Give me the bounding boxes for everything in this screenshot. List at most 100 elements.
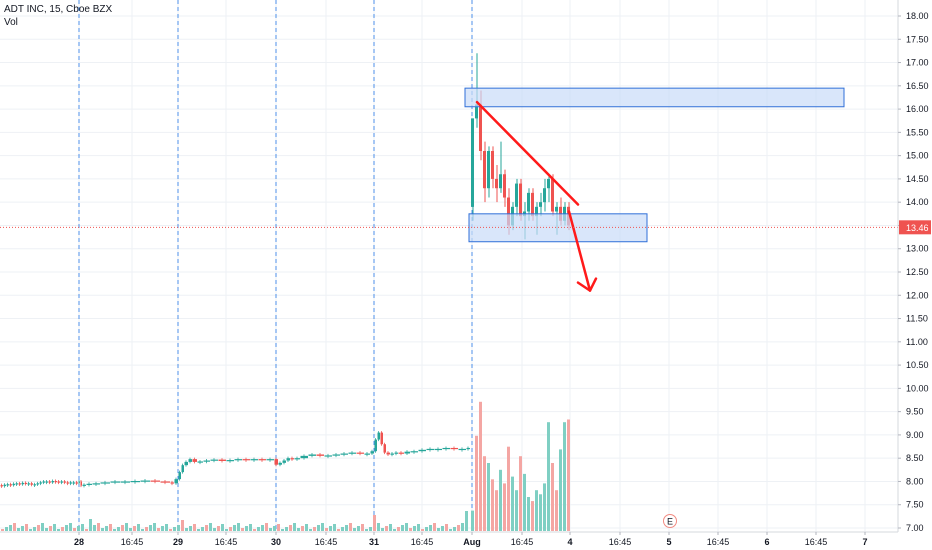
volume-bar xyxy=(225,529,228,531)
time-tick-label: Aug xyxy=(463,537,481,547)
volume-bar xyxy=(137,524,140,531)
candle-body xyxy=(27,483,30,485)
candle-body xyxy=(42,481,45,483)
time-tick-label: 5 xyxy=(666,537,671,547)
candle-body xyxy=(51,480,54,483)
candle-body xyxy=(197,461,203,463)
volume-bar xyxy=(157,528,160,531)
candle-body xyxy=(66,482,69,484)
candle-body xyxy=(160,481,170,483)
volume-bar xyxy=(289,525,292,531)
price-tick-label: 8.00 xyxy=(906,476,924,486)
volume-bar xyxy=(499,469,502,531)
volume-bar xyxy=(385,526,388,531)
volume-bar xyxy=(475,435,478,531)
volume-indicator-label[interactable]: Vol xyxy=(4,17,18,28)
volume-bar xyxy=(297,528,300,531)
earnings-icon-label: E xyxy=(667,517,673,527)
volume-bar xyxy=(61,527,64,531)
volume-bar xyxy=(65,525,68,531)
volume-bar xyxy=(149,525,152,531)
volume-bar xyxy=(555,490,558,531)
symbol-title[interactable]: ADT INC, 15, Cboe BZX xyxy=(4,4,113,15)
price-tick-label: 10.00 xyxy=(906,383,929,393)
volume-bar xyxy=(437,528,440,531)
candle-body xyxy=(210,459,218,461)
volume-bar xyxy=(511,476,514,531)
volume-bar xyxy=(325,528,328,531)
volume-bar xyxy=(313,527,316,531)
volume-bar xyxy=(453,527,456,531)
volume-bar xyxy=(269,528,272,531)
candle-body xyxy=(286,458,290,461)
price-tick-label: 14.00 xyxy=(906,197,929,207)
candle-body xyxy=(383,444,386,453)
candle-body xyxy=(324,455,332,457)
candle-body xyxy=(24,482,27,485)
earnings-icon[interactable] xyxy=(663,514,677,528)
candle-body xyxy=(63,481,66,483)
drawing-annotations[interactable]: E xyxy=(464,87,845,528)
price-candles xyxy=(0,53,570,488)
volume-bar xyxy=(461,523,464,531)
time-tick-label: 16:45 xyxy=(707,537,730,547)
last-price-badge[interactable] xyxy=(899,220,931,235)
volume-bar xyxy=(117,527,120,531)
volume-bar xyxy=(233,525,236,531)
candle-body xyxy=(100,482,110,484)
time-tick-label: 29 xyxy=(173,537,183,547)
time-tick-label: 16:45 xyxy=(511,537,534,547)
candle-body xyxy=(192,459,197,462)
volume-bar xyxy=(57,529,60,531)
candle-body xyxy=(503,174,506,198)
volume-bar xyxy=(519,456,522,531)
candle-body xyxy=(266,459,274,461)
time-tick-label: 16:45 xyxy=(315,537,338,547)
candle-body xyxy=(527,192,530,212)
volume-bar xyxy=(253,529,256,531)
volume-bar xyxy=(543,483,546,531)
volume-bar xyxy=(73,528,76,531)
volume-bar xyxy=(495,490,498,531)
candle-body xyxy=(507,197,510,226)
volume-bar xyxy=(125,523,128,531)
volume-bar xyxy=(249,524,252,531)
candle-body xyxy=(30,483,33,485)
candle-body xyxy=(394,452,398,454)
volume-bar xyxy=(237,523,240,531)
volume-bar xyxy=(401,525,404,531)
candle-body xyxy=(450,447,458,450)
volume-bar xyxy=(349,523,352,531)
candle-body xyxy=(348,452,356,454)
candle-body xyxy=(181,465,184,473)
volume-bar xyxy=(69,523,72,531)
candle-body xyxy=(316,454,324,456)
volume-bar xyxy=(101,528,104,531)
time-axis[interactable]: 28 16:45 29 16:45 30 16:45 31 16:45 Aug 16:45 4 16:… xyxy=(0,531,932,550)
breakdown-arrow[interactable] xyxy=(567,210,592,292)
volume-bar xyxy=(321,523,324,531)
volume-bar xyxy=(41,523,44,531)
volume-bar xyxy=(273,526,276,531)
descending-trendline[interactable] xyxy=(475,100,580,206)
candle-body xyxy=(487,150,490,189)
time-tick-label: 4 xyxy=(567,537,572,547)
volume-bar xyxy=(185,528,188,531)
volume-bar xyxy=(257,527,260,531)
candle-body xyxy=(226,460,234,462)
volume-bar xyxy=(165,524,168,531)
volume-bar xyxy=(121,525,124,531)
volume-bar xyxy=(265,523,268,531)
time-tick-label: 6 xyxy=(764,537,769,547)
volume-bar xyxy=(479,401,482,531)
volume-bar xyxy=(9,525,12,531)
supply-zone-rect[interactable] xyxy=(464,87,845,108)
volume-bar xyxy=(305,524,308,531)
price-tick-label: 11.50 xyxy=(906,314,928,324)
price-axis[interactable]: 18.00 17.50 17.00 16.50 16.00 15.50 15.00 14.50… xyxy=(897,0,932,550)
volume-bar xyxy=(277,524,280,531)
volume-bar xyxy=(205,525,208,531)
volume-bar xyxy=(49,526,52,531)
price-tick-label: 9.00 xyxy=(906,430,924,440)
